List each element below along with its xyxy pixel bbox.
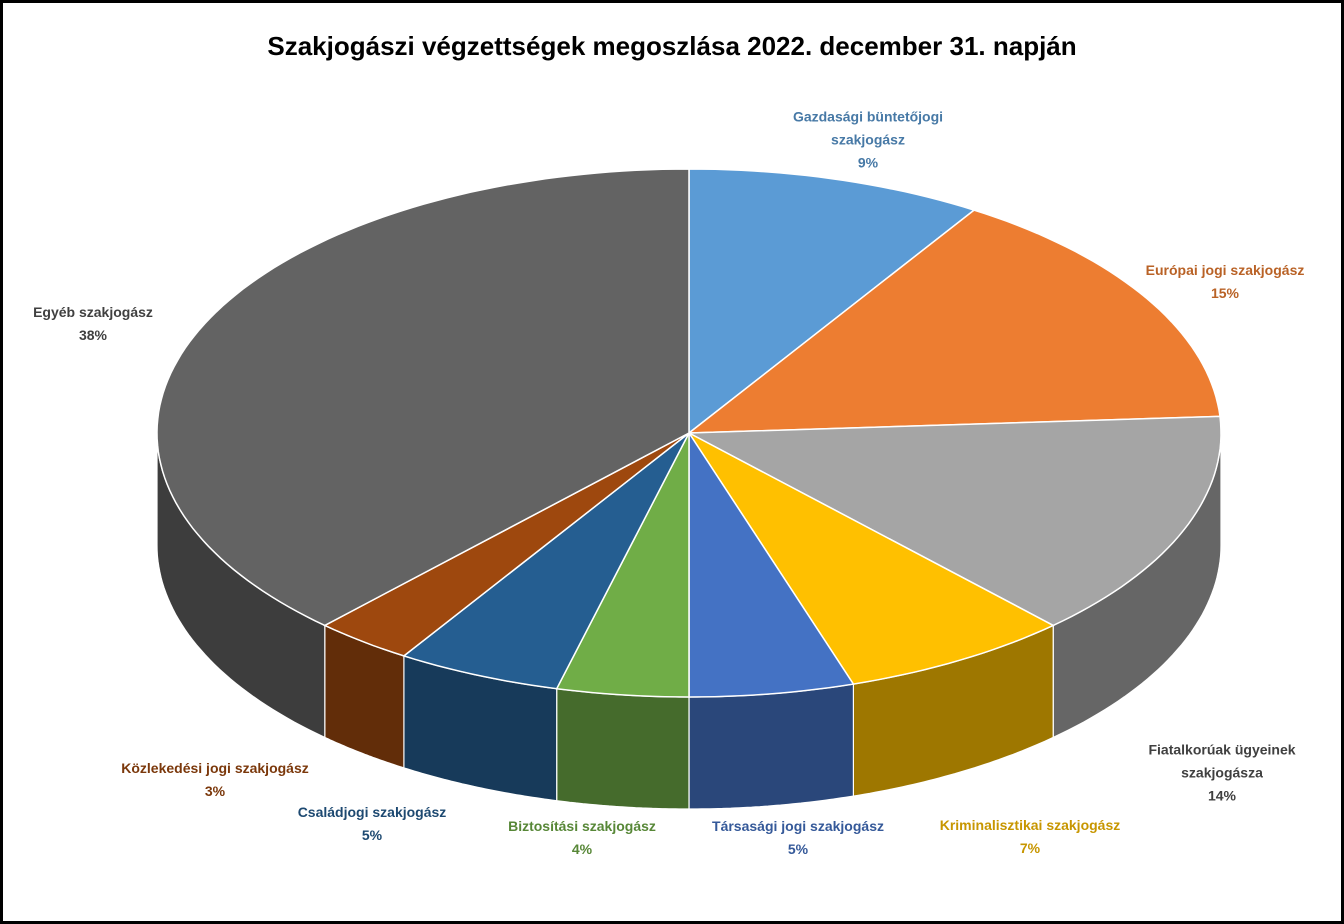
label-name: Kriminalisztikai szakjogász (939, 817, 1121, 833)
label-value: 14% (1207, 787, 1237, 804)
label-name: Egyéb szakjogász (33, 304, 153, 320)
data-label: Családjogi szakjogász 5% (298, 801, 447, 847)
data-label: Gazdasági büntetőjogi szakjogász 9% (773, 106, 963, 175)
data-label: Európai jogi szakjogász 15% (1146, 259, 1305, 305)
data-label: Társasági jogi szakjogász 5% (712, 815, 884, 861)
slice-side (688, 683, 854, 810)
label-name: Gazdasági büntetőjogi szakjogász (792, 108, 944, 148)
label-value: 9% (857, 154, 879, 171)
slice (688, 168, 976, 435)
label-value: 7% (1019, 840, 1041, 856)
label-value: 3% (204, 783, 226, 799)
data-label: Biztosítási szakjogász 4% (508, 815, 656, 861)
label-name: Társasági jogi szakjogász (712, 818, 884, 834)
label-name: Fiatalkorúak ügyeinek szakjogásza (1148, 741, 1296, 781)
slice (688, 430, 855, 698)
label-value: 5% (787, 841, 809, 857)
label-name: Európai jogi szakjogász (1145, 262, 1305, 278)
slice (688, 432, 1055, 685)
data-label: Kriminalisztikai szakjogász 7% (940, 814, 1121, 860)
label-name: Biztosítási szakjogász (508, 818, 656, 834)
label-value: 5% (361, 827, 383, 843)
data-label: Közlekedési jogi szakjogász 3% (121, 757, 309, 803)
data-label: Fiatalkorúak ügyeinek szakjogásza 14% (1132, 739, 1312, 808)
slice-side (556, 688, 690, 810)
slice (156, 168, 690, 627)
slice (686, 415, 1222, 627)
slice (402, 432, 690, 690)
slice (686, 209, 1221, 434)
data-label: Egyéb szakjogász 38% (33, 301, 153, 347)
label-value: 15% (1210, 285, 1240, 301)
label-name: Családjogi szakjogász (297, 804, 447, 820)
label-value: 38% (78, 327, 108, 343)
slice (555, 432, 690, 698)
chart-title: Szakjogászi végzettségek megoszlása 2022… (267, 31, 1076, 61)
label-name: Közlekedési jogi szakjogász (121, 760, 309, 776)
label-value: 4% (571, 841, 593, 857)
slice (323, 432, 690, 657)
